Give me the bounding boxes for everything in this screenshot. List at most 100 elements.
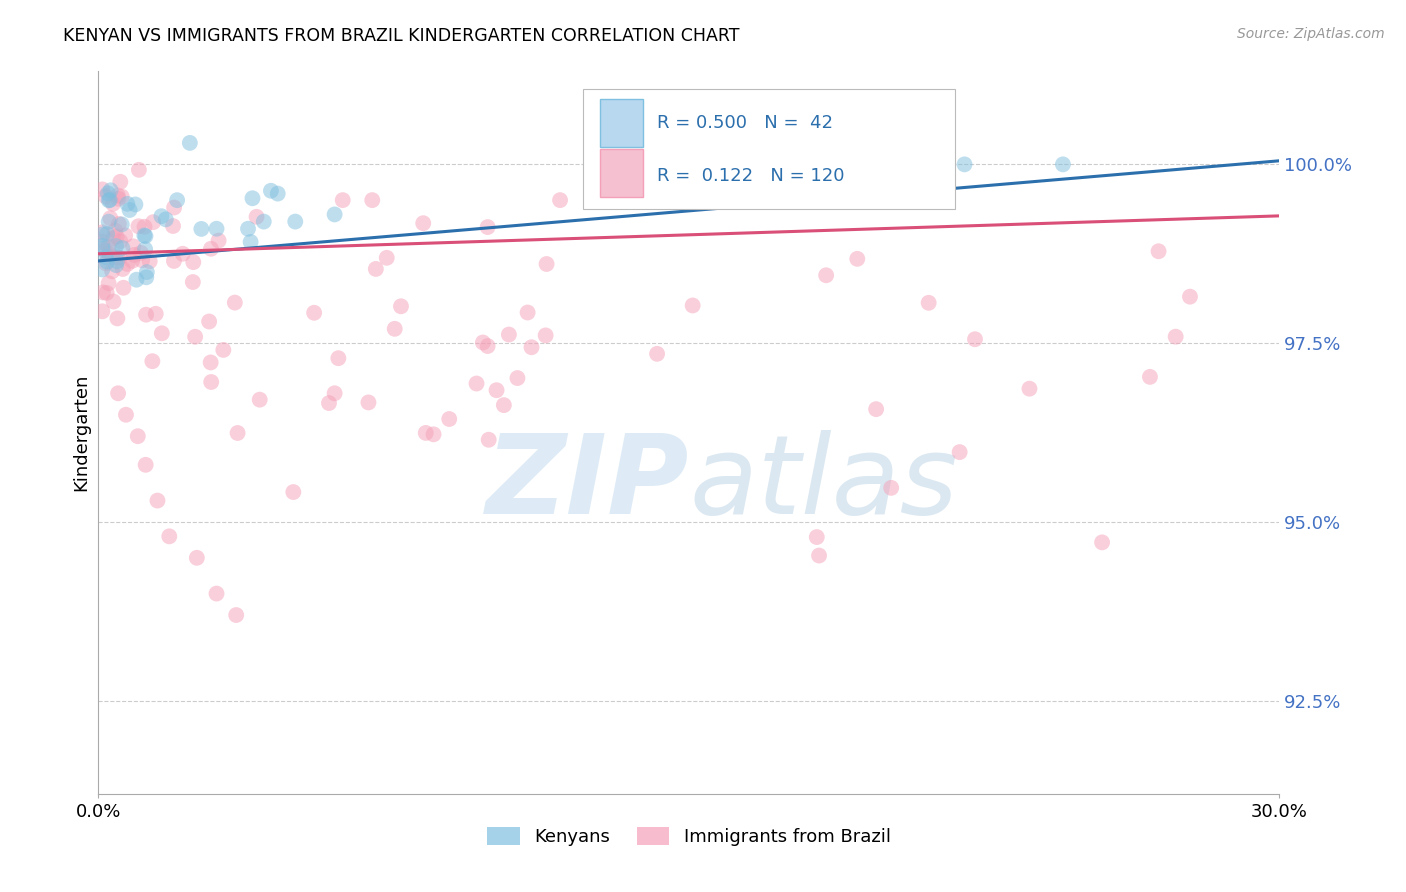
Immigrants from Brazil: [163, 254, 186, 268]
Immigrants from Brazil: [1018, 382, 1040, 396]
Immigrants from Brazil: [645, 347, 668, 361]
Immigrants from Brazil: [101, 196, 124, 211]
Immigrants from Brazil: [1139, 369, 1161, 384]
Immigrants from Brazil: [520, 340, 543, 354]
Immigrants from Brazil: [361, 193, 384, 207]
Immigrants from Brazil: [172, 246, 194, 260]
Immigrants from Brazil: [110, 234, 132, 248]
Immigrants from Brazil: [323, 386, 346, 401]
FancyBboxPatch shape: [600, 99, 643, 146]
Kenyans: [1052, 157, 1074, 171]
Immigrants from Brazil: [91, 225, 114, 239]
Text: KENYAN VS IMMIGRANTS FROM BRAZIL KINDERGARTEN CORRELATION CHART: KENYAN VS IMMIGRANTS FROM BRAZIL KINDERG…: [63, 27, 740, 45]
Immigrants from Brazil: [498, 327, 520, 342]
Immigrants from Brazil: [101, 231, 124, 245]
Immigrants from Brazil: [105, 229, 128, 244]
Immigrants from Brazil: [949, 445, 972, 459]
Immigrants from Brazil: [205, 586, 228, 600]
Immigrants from Brazil: [880, 481, 903, 495]
Kenyans: [97, 186, 120, 201]
Immigrants from Brazil: [107, 188, 129, 202]
Kenyans: [323, 207, 346, 221]
Immigrants from Brazil: [142, 215, 165, 229]
Kenyans: [97, 215, 120, 229]
Kenyans: [98, 193, 121, 207]
Kenyans: [96, 227, 118, 241]
Immigrants from Brazil: [846, 252, 869, 266]
Immigrants from Brazil: [122, 248, 145, 262]
Kenyans: [117, 197, 139, 211]
Kenyans: [155, 212, 177, 227]
Immigrants from Brazil: [318, 396, 340, 410]
Immigrants from Brazil: [103, 294, 125, 309]
Immigrants from Brazil: [249, 392, 271, 407]
Immigrants from Brazil: [91, 182, 114, 196]
Kenyans: [125, 273, 148, 287]
Kenyans: [236, 221, 259, 235]
Immigrants from Brazil: [107, 250, 129, 264]
Legend: Kenyans, Immigrants from Brazil: Kenyans, Immigrants from Brazil: [479, 820, 898, 854]
Kenyans: [111, 241, 134, 255]
Immigrants from Brazil: [815, 268, 838, 283]
Kenyans: [205, 221, 228, 235]
Immigrants from Brazil: [548, 193, 571, 207]
Immigrants from Brazil: [375, 251, 398, 265]
Kenyans: [105, 239, 128, 253]
Immigrants from Brazil: [141, 354, 163, 368]
Immigrants from Brazil: [485, 383, 508, 397]
Immigrants from Brazil: [207, 234, 229, 248]
Immigrants from Brazil: [186, 550, 208, 565]
Kenyans: [96, 254, 118, 268]
Text: R =  0.122   N = 120: R = 0.122 N = 120: [657, 167, 845, 186]
Immigrants from Brazil: [145, 307, 167, 321]
Immigrants from Brazil: [422, 427, 444, 442]
Kenyans: [134, 229, 156, 244]
Immigrants from Brazil: [146, 493, 169, 508]
Immigrants from Brazil: [302, 306, 325, 320]
Immigrants from Brazil: [107, 192, 129, 206]
Immigrants from Brazil: [357, 395, 380, 409]
Immigrants from Brazil: [135, 458, 157, 472]
Immigrants from Brazil: [181, 275, 204, 289]
Immigrants from Brazil: [465, 376, 488, 391]
Immigrants from Brazil: [107, 386, 129, 401]
FancyBboxPatch shape: [582, 89, 955, 209]
Immigrants from Brazil: [506, 371, 529, 385]
Kenyans: [111, 218, 134, 232]
Immigrants from Brazil: [224, 295, 246, 310]
Immigrants from Brazil: [536, 257, 558, 271]
Immigrants from Brazil: [332, 193, 354, 207]
Immigrants from Brazil: [91, 235, 114, 249]
Immigrants from Brazil: [439, 412, 461, 426]
Text: R = 0.500   N =  42: R = 0.500 N = 42: [657, 114, 832, 132]
Immigrants from Brazil: [389, 299, 412, 313]
Kenyans: [135, 270, 157, 285]
Immigrants from Brazil: [1147, 244, 1170, 259]
Immigrants from Brazil: [105, 311, 128, 326]
Kenyans: [118, 202, 141, 217]
Immigrants from Brazil: [98, 211, 121, 226]
Immigrants from Brazil: [682, 298, 704, 312]
Kenyans: [91, 239, 114, 253]
Kenyans: [190, 222, 212, 236]
Immigrants from Brazil: [127, 219, 149, 234]
Immigrants from Brazil: [97, 277, 120, 291]
Immigrants from Brazil: [384, 322, 406, 336]
Immigrants from Brazil: [128, 162, 150, 177]
Immigrants from Brazil: [200, 375, 222, 389]
Kenyans: [134, 228, 156, 243]
Immigrants from Brazil: [806, 530, 828, 544]
Immigrants from Brazil: [150, 326, 173, 341]
Immigrants from Brazil: [245, 210, 267, 224]
Immigrants from Brazil: [96, 285, 118, 300]
Immigrants from Brazil: [534, 328, 557, 343]
Immigrants from Brazil: [97, 239, 120, 253]
Immigrants from Brazil: [200, 242, 222, 256]
Immigrants from Brazil: [225, 608, 247, 623]
Immigrants from Brazil: [157, 529, 180, 543]
Immigrants from Brazil: [134, 219, 156, 234]
Immigrants from Brazil: [91, 285, 114, 300]
Kenyans: [267, 186, 290, 201]
Immigrants from Brazil: [112, 281, 135, 295]
Immigrants from Brazil: [131, 253, 153, 268]
